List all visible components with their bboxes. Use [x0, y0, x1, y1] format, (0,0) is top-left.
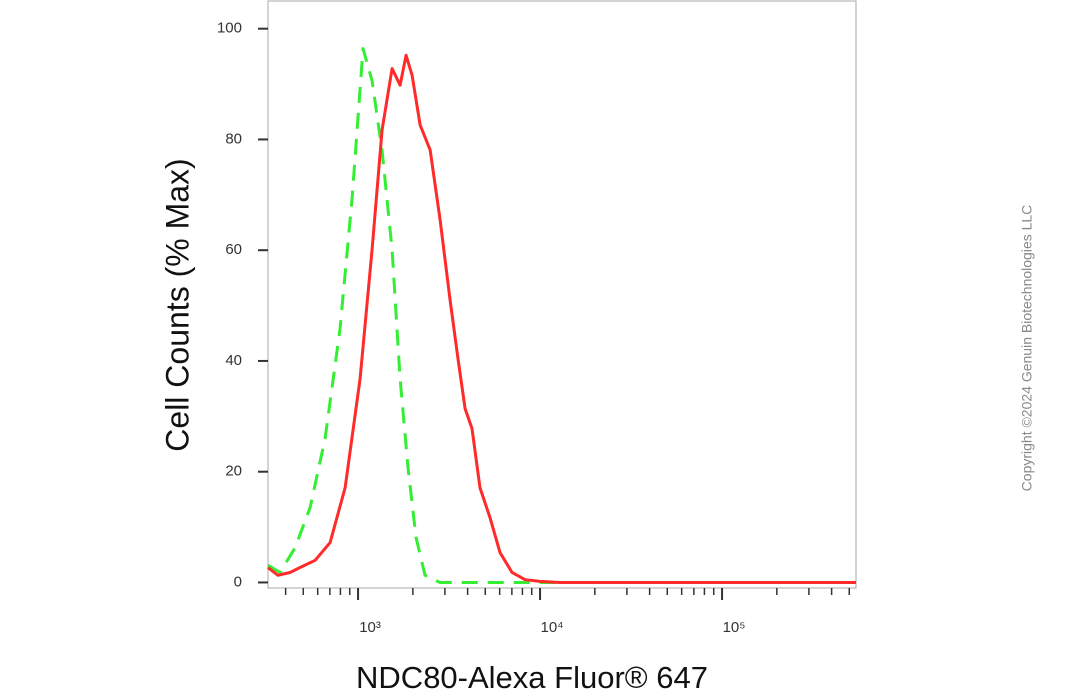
x-axis-label: NDC80-Alexa Fluor® 647	[356, 660, 708, 695]
y-tick-label: 20	[225, 463, 242, 480]
histogram-line	[267, 53, 856, 584]
y-tick-label: 100	[217, 20, 242, 37]
x-tick-label: 10⁴	[540, 619, 563, 636]
histogram-line	[267, 47, 856, 584]
y-tick-label: 60	[225, 241, 242, 258]
copyright: Copyright ©2024 Genuin Biotechnologies L…	[1019, 205, 1035, 492]
y-axis-label: Cell Counts (% Max)	[159, 158, 195, 451]
x-tick-label: 10⁵	[723, 619, 746, 636]
y-tick-label: 0	[234, 573, 242, 590]
plot-frame	[267, 0, 857, 589]
y-tick-label: 40	[225, 352, 242, 369]
x-tick-label: 10³	[359, 619, 381, 636]
y-tick-label: 80	[225, 130, 242, 147]
